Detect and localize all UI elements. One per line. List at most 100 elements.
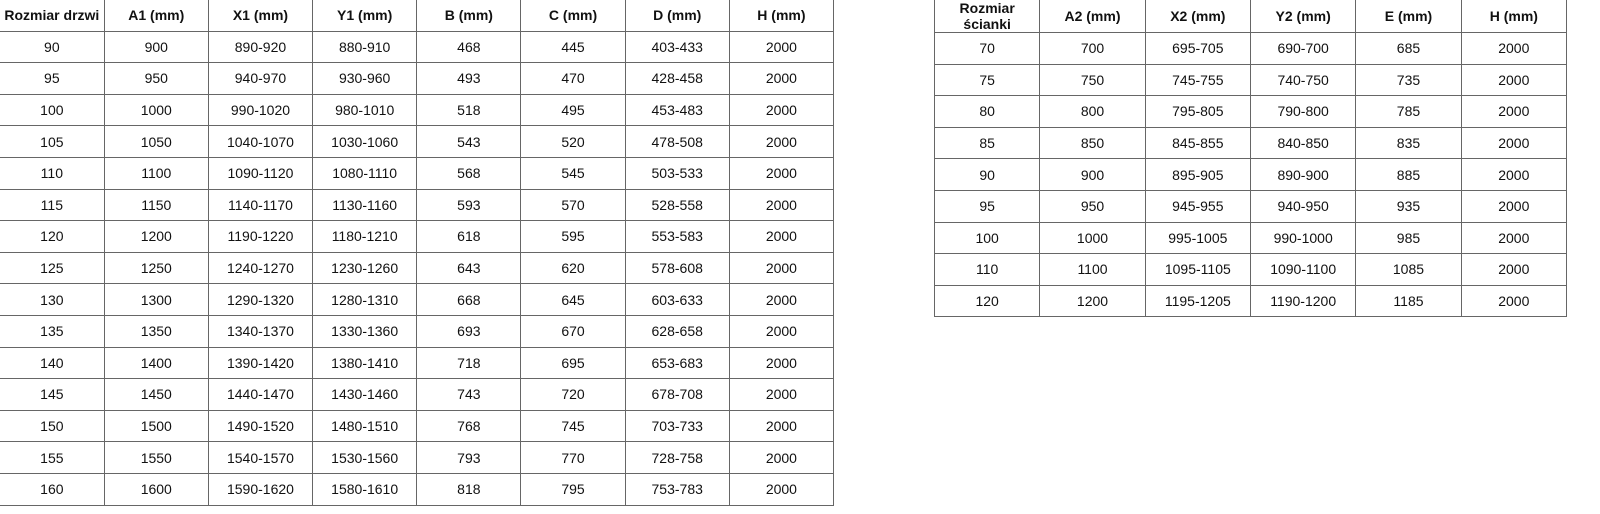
- table-cell: 990-1020: [207, 93, 314, 127]
- table-cell: 1230-1260: [312, 251, 418, 285]
- table-row: 160 1600 1590-1620 1580-1610 818 795 753-783 20…: [0, 472, 835, 506]
- table-cell: 1550: [103, 441, 209, 474]
- table-cell: 695: [520, 346, 626, 380]
- table-cell: 735: [1355, 63, 1462, 97]
- table-cell: 1200: [1039, 284, 1146, 318]
- table-cell: 890-900: [1249, 158, 1357, 191]
- table-cell: 743: [416, 378, 522, 411]
- table-cell: 1090-1120: [207, 156, 314, 190]
- table-cell: 1190-1200: [1249, 284, 1357, 318]
- table-cell: 940-970: [207, 62, 314, 95]
- table-cell: 980-1010: [312, 93, 418, 127]
- table-cell: 668: [416, 283, 522, 316]
- table-cell: 2000: [728, 30, 835, 64]
- table-cell: 2000: [1460, 221, 1568, 255]
- table-row: 110 1100 1095-1105 1090-1100 1085 2000: [933, 253, 1568, 286]
- table-row: 125 1250 1240-1270 1230-1260 643 620 578-608 20…: [0, 251, 835, 285]
- table-cell: 1440-1470: [207, 378, 314, 411]
- table-cell: 150: [0, 409, 105, 443]
- column-header: D (mm): [624, 0, 730, 32]
- table-cell: 745-755: [1144, 63, 1251, 97]
- table-cell: 1180-1210: [312, 220, 418, 253]
- table-cell: 110: [933, 253, 1041, 286]
- table-cell: 1000: [1039, 221, 1146, 255]
- table-cell: 2000: [728, 156, 835, 190]
- table-cell: 2000: [728, 188, 835, 222]
- table-row: 75 750 745-755 740-750 735 2000: [933, 63, 1568, 97]
- table-cell: 718: [416, 346, 522, 380]
- table-cell: 620: [520, 251, 626, 285]
- table-cell: 2000: [728, 346, 835, 380]
- table-cell: 545: [520, 156, 626, 190]
- table-cell: 528-558: [624, 188, 730, 222]
- table-cell: 1080-1110: [312, 156, 418, 190]
- table-cell: 2000: [728, 220, 835, 253]
- table-cell: 800: [1039, 95, 1146, 128]
- table-cell: 85: [933, 126, 1041, 160]
- table-cell: 495: [520, 93, 626, 127]
- table-cell: 900: [1039, 158, 1146, 191]
- table-cell: 518: [416, 93, 522, 127]
- table-cell: 753-783: [624, 472, 730, 506]
- table-cell: 703-733: [624, 409, 730, 443]
- table-cell: 2000: [1460, 32, 1568, 65]
- table-cell: 1500: [103, 409, 209, 443]
- table-cell: 90: [933, 158, 1041, 191]
- table-cell: 950: [1039, 189, 1146, 223]
- table-row: 115 1150 1140-1170 1130-1160 593 570 528-558 20…: [0, 188, 835, 222]
- table-cell: 935: [1355, 189, 1462, 223]
- table-row: 130 1300 1290-1320 1280-1310 668 645 603-633 20…: [0, 283, 835, 316]
- table-cell: 740-750: [1249, 63, 1357, 97]
- table-cell: 1100: [103, 156, 209, 190]
- table-cell: 1000: [103, 93, 209, 127]
- table-cell: 685: [1355, 32, 1462, 65]
- header-row: Rozmiar drzwi A1 (mm) X1 (mm) Y1 (mm) B (mm)…: [0, 0, 835, 32]
- table-row: 95 950 945-955 940-950 935 2000: [933, 189, 1568, 223]
- table-cell: 643: [416, 251, 522, 285]
- table-row: 90 900 895-905 890-900 885 2000: [933, 158, 1568, 191]
- table-cell: 1190-1220: [207, 220, 314, 253]
- table-cell: 120: [0, 220, 105, 253]
- table-cell: 470: [520, 62, 626, 95]
- table-cell: 1380-1410: [312, 346, 418, 380]
- table-cell: 453-483: [624, 93, 730, 127]
- table-cell: 445: [520, 30, 626, 64]
- table-cell: 618: [416, 220, 522, 253]
- table-cell: 468: [416, 30, 522, 64]
- table-cell: 120: [933, 284, 1041, 318]
- table-cell: 478-508: [624, 125, 730, 158]
- table-cell: 95: [0, 62, 105, 95]
- table-cell: 795: [520, 472, 626, 506]
- table-cell: 1350: [103, 314, 209, 348]
- column-header: C (mm): [520, 0, 626, 32]
- table-cell: 2000: [728, 472, 835, 506]
- table-cell: 670: [520, 314, 626, 348]
- table-cell: 770: [520, 441, 626, 474]
- table-cell: 850: [1039, 126, 1146, 160]
- column-header: H (mm): [1460, 0, 1568, 33]
- table-cell: 2000: [1460, 253, 1568, 286]
- table-cell: 1095-1105: [1144, 253, 1251, 286]
- table-cell: 125: [0, 251, 105, 285]
- table-cell: 2000: [1460, 189, 1568, 223]
- table-row: 135 1350 1340-1370 1330-1360 693 670 628-658 20…: [0, 314, 835, 348]
- table-cell: 1600: [103, 472, 209, 506]
- table-cell: 553-583: [624, 220, 730, 253]
- table-cell: 1590-1620: [207, 472, 314, 506]
- table-cell: 1250: [103, 251, 209, 285]
- table-cell: 145: [0, 378, 105, 411]
- table-cell: 720: [520, 378, 626, 411]
- table-cell: 1085: [1355, 253, 1462, 286]
- table-cell: 80: [933, 95, 1041, 128]
- table-cell: 570: [520, 188, 626, 222]
- table-cell: 140: [0, 346, 105, 380]
- table-cell: 1330-1360: [312, 314, 418, 348]
- column-header: X1 (mm): [207, 0, 314, 32]
- table-cell: 2000: [1460, 95, 1568, 128]
- table-cell: 2000: [1460, 63, 1568, 97]
- table-cell: 795-805: [1144, 95, 1251, 128]
- table-cell: 990-1000: [1249, 221, 1357, 255]
- table-cell: 70: [933, 32, 1041, 65]
- table-cell: 930-960: [312, 62, 418, 95]
- table-cell: 1200: [103, 220, 209, 253]
